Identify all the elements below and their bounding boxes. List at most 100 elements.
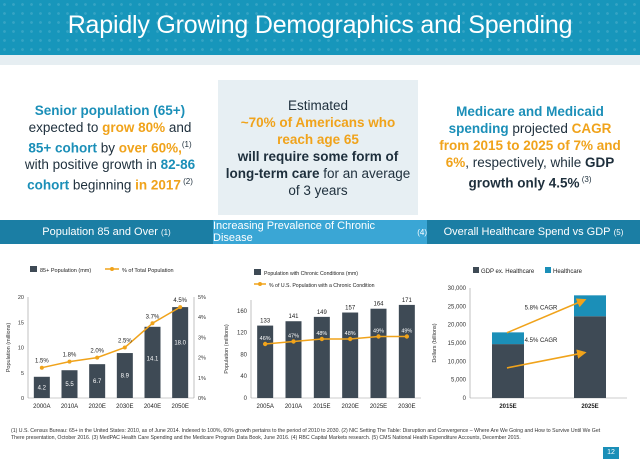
page-number: 12 [603,447,619,459]
bar [144,326,161,398]
line-value-label: 48% [316,331,327,337]
cagr-arrow-gdp [506,349,587,369]
bar-gdp-ex-healthcare [574,316,606,398]
bar-value-label: 14.1 [147,356,159,362]
bar [116,353,133,398]
chart-population-85: 85+ Population (mm) % of Total Population… [6,266,206,410]
line-point [347,336,353,342]
y-axis-label: Population (millions) [224,324,230,374]
cagr-arrow-healthcare [506,298,587,334]
y-tick-label: 0 [463,396,467,402]
line-value-label: 1.8% [63,353,77,359]
p1-text-2: and [165,119,192,135]
band-chronic-disease: Increasing Prevalence of Chronic Disease… [213,220,427,244]
x-tick-label: 2020E [88,404,105,410]
y-tick-label: 15 [18,320,24,326]
bar [342,312,359,398]
x-tick-label: 2025E [370,404,387,410]
x-tick-label: 2010A [285,404,302,410]
y-axis-label: Dollars (billions) [432,323,438,362]
bar-healthcare [574,295,606,317]
legend-label-bars: Population with Chronic Conditions (mm) [264,271,358,277]
chart-healthcare-spend: GDP ex. Healthcare Healthcare 0 5,000 10,000… [432,267,627,410]
line-point [291,339,296,344]
p1-82-86-cohort: 82-86 cohort [27,157,196,193]
line-value-label: 49% [373,329,384,335]
x-tick-label: 2030E [116,404,133,410]
y-tick-label: 25,000 [448,304,467,310]
y-tick-label: 15,000 [448,341,467,347]
line-point [122,345,127,350]
bar-value-label: 164 [373,302,384,308]
x-tick-label: 2010A [61,404,78,410]
x-tick-label: 2025E [581,404,598,410]
p2-average: for an average of 3 years [288,165,411,198]
y-axis-label: Population (millions) [6,323,12,373]
line-value-label: 4.5% [173,298,187,304]
p1-text-5: beginning [69,177,136,193]
bar-healthcare [492,332,524,345]
p1-over-60: over 60%, [118,140,182,155]
band2-note: (4) [417,227,427,237]
legend-label-line: % of Total Population [122,268,174,274]
x-tick-label: 2040E [144,404,161,410]
bar-value-label: 141 [288,314,299,320]
band-population-85: Population 85 and Over (1) [0,220,213,244]
line-value-label: 46% [260,336,271,342]
line-series [41,306,181,369]
y-tick-label: 120 [237,331,248,337]
p3-gdp-growth: GDP growth only 4.5% [468,155,615,191]
bar-gdp-ex-healthcare [492,344,524,398]
p2-70-percent: ~70% of Americans who reach age 65 [240,114,396,147]
line-point [404,334,410,339]
line-point [319,336,325,342]
cagr-label-gdp: 4.5% CAGR [525,338,558,344]
y-tick-label: 0 [244,396,248,402]
x-tick-label: 2030E [398,404,415,410]
p1-85-cohort: 85+ cohort [28,140,98,155]
x-tick-label: 2015E [313,404,330,410]
legend-label-healthcare: Healthcare [553,269,583,275]
bar-value-label: 133 [260,319,271,325]
p3-note: (3) [579,175,592,185]
band1-note: (1) [160,227,171,237]
p1-text-1: expected to [28,119,103,135]
legend-marker-line [258,282,262,286]
line-point [67,359,72,364]
p3-respectively: , respectively, while [465,155,586,171]
band1-label: Population 85 and Over [42,226,158,238]
legend-swatch-healthcare [545,267,551,273]
page-title: Rapidly Growing Demographics and Spendin… [67,11,573,39]
y-tick-label: 30,000 [448,286,467,292]
x-tick-label: 2015E [499,404,516,410]
line-series [265,335,407,345]
legend-label-gdp: GDP ex. Healthcare [481,269,535,275]
panel-long-term-care: Estimated ~70% of Americans who reach ag… [218,80,418,215]
bar-value-label: 8.9 [121,374,130,380]
p3-cagr: CAGR from 2015 to 2025 of 7% and 6% [439,121,621,171]
y-tick-label: 5 [21,371,24,377]
p1-in-2017: in 2017 [135,177,181,193]
bar-value-label: 171 [402,298,413,304]
header-strip [0,55,640,65]
y-tick-label: 160 [237,309,248,315]
line-value-label: 2.0% [90,349,104,355]
bar-value-label: 5.5 [65,382,74,388]
line-point [39,365,44,370]
header-pattern [0,0,640,55]
legend-swatch-bars [30,266,37,272]
legend-swatch-bars [254,269,261,275]
y-tick-label: 20 [18,295,24,301]
line-value-label: 3.7% [146,314,160,320]
line-point [150,321,155,326]
bar [172,307,189,398]
p1-grow-80: grow 80% [102,119,166,135]
p3-projected: projected [508,121,572,137]
p1-text-3: by [97,140,119,155]
line-value-label: 48% [345,331,356,337]
line-point [376,334,381,339]
p2-estimated: Estimated [287,97,349,113]
line-point [262,341,268,347]
x-tick-label: 2000A [33,404,50,410]
y-tick-label: 40 [240,374,247,380]
